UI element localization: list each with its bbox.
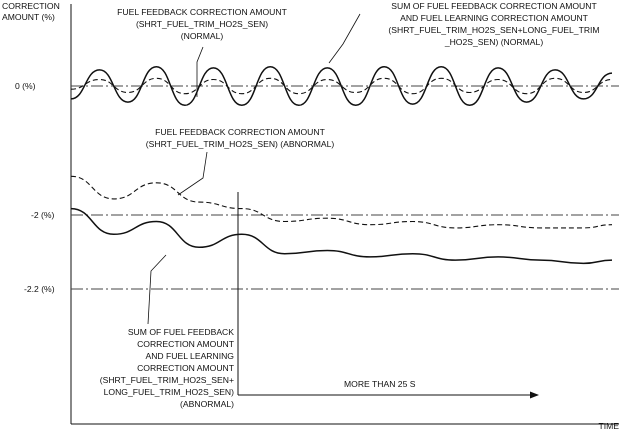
svg-text:AND FUEL LEARNING: AND FUEL LEARNING	[145, 351, 234, 361]
svg-text:CORRECTION AMOUNT: CORRECTION AMOUNT	[137, 363, 235, 373]
svg-text:AND FUEL LEARNING CORRECTION A: AND FUEL LEARNING CORRECTION AMOUNT	[400, 13, 589, 23]
svg-text:(SHRT_FUEL_TRIM_HO2S_SEN): (SHRT_FUEL_TRIM_HO2S_SEN)	[136, 19, 268, 29]
duration-label: MORE THAN 25 S	[344, 379, 416, 389]
svg-text:SUM OF FUEL FEEDBACK CORRECTIO: SUM OF FUEL FEEDBACK CORRECTION AMOUNT	[391, 1, 597, 11]
svg-text:FUEL FEEDBACK CORRECTION AMOUN: FUEL FEEDBACK CORRECTION AMOUNT	[117, 7, 287, 17]
svg-text:_HO2S_SEN) (NORMAL): _HO2S_SEN) (NORMAL)	[444, 37, 544, 47]
leader-feedback-abnormal	[177, 151, 208, 196]
annotation-feedback-abnormal: FUEL FEEDBACK CORRECTION AMOUNT (SHRT_FU…	[146, 127, 335, 149]
svg-text:(NORMAL): (NORMAL)	[181, 31, 224, 41]
leader-feedback-normal	[196, 46, 204, 97]
annotation-sum-abnormal: SUM OF FUEL FEEDBACK CORRECTION AMOUNT A…	[100, 327, 235, 409]
y-axis-label-line2: AMOUNT (%)	[2, 12, 55, 22]
leader-sum-normal	[328, 13, 361, 64]
leader-sum-abnormal	[147, 254, 167, 325]
annotation-feedback-normal: FUEL FEEDBACK CORRECTION AMOUNT (SHRT_FU…	[117, 7, 287, 41]
y-axis-label-line1: CORRECTION	[2, 1, 60, 11]
svg-text:(SHRT_FUEL_TRIM_HO2S_SEN+LONG_: (SHRT_FUEL_TRIM_HO2S_SEN+LONG_FUEL_TRIM	[388, 25, 599, 35]
ref-label-minus-2-2: -2.2 (%)	[24, 284, 55, 294]
svg-text:FUEL FEEDBACK CORRECTION AMOUN: FUEL FEEDBACK CORRECTION AMOUNT	[155, 127, 325, 137]
series-feedback-normal	[70, 77, 613, 95]
ref-label-0: 0 (%)	[15, 81, 36, 91]
series-sum-abnormal	[70, 207, 613, 265]
svg-text:LONG_FUEL_TRIM_HO2S_SEN): LONG_FUEL_TRIM_HO2S_SEN)	[104, 387, 235, 397]
svg-text:(SHRT_FUEL_TRIM_HO2S_SEN) (ABN: (SHRT_FUEL_TRIM_HO2S_SEN) (ABNORMAL)	[146, 139, 335, 149]
series-sum-normal	[70, 65, 613, 107]
ref-label-minus-2: -2 (%)	[31, 210, 55, 220]
svg-text:(SHRT_FUEL_TRIM_HO2S_SEN+: (SHRT_FUEL_TRIM_HO2S_SEN+	[100, 375, 234, 385]
annotation-sum-normal: SUM OF FUEL FEEDBACK CORRECTION AMOUNT A…	[388, 1, 599, 47]
x-axis-label: TIME	[598, 421, 619, 431]
svg-text:(ABNORMAL): (ABNORMAL)	[180, 399, 234, 409]
series-feedback-abnormal	[70, 175, 613, 229]
svg-text:CORRECTION AMOUNT: CORRECTION AMOUNT	[137, 339, 235, 349]
svg-text:SUM OF FUEL FEEDBACK: SUM OF FUEL FEEDBACK	[128, 327, 234, 337]
